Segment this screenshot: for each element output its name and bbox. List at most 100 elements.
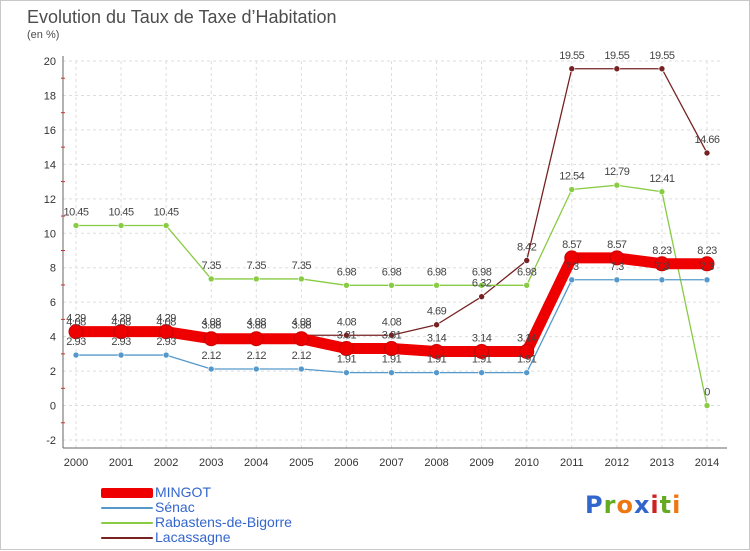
data-point	[699, 256, 715, 272]
data-label: 7.35	[247, 260, 267, 272]
data-label: 2.93	[156, 336, 176, 348]
y-unit-label: (en %)	[27, 29, 60, 41]
data-point	[388, 331, 395, 339]
data-point	[478, 281, 485, 289]
data-point	[113, 324, 129, 340]
x-tick-label: 2003	[199, 457, 223, 469]
data-label: 2.12	[292, 350, 312, 362]
data-label: 4.08	[292, 316, 312, 328]
x-tick-label: 2012	[605, 457, 629, 469]
legend-swatch	[101, 506, 153, 509]
data-point	[388, 369, 395, 376]
data-label: 19.55	[649, 50, 674, 62]
data-label: 4.69	[427, 306, 447, 318]
data-point	[343, 369, 350, 376]
data-label: 4.08	[111, 316, 131, 328]
data-label: 7.3	[655, 261, 669, 273]
data-point	[474, 343, 490, 359]
data-label: 1.91	[337, 354, 357, 366]
data-point	[433, 321, 440, 329]
data-label: 4.29	[66, 313, 86, 325]
x-tick-label: 2009	[469, 457, 493, 469]
data-label: 2.12	[247, 350, 267, 362]
data-label: 4.29	[156, 313, 176, 325]
data-label: 3.31	[337, 330, 357, 342]
data-label: 6.98	[337, 266, 357, 278]
data-label: 2.12	[202, 350, 222, 362]
data-point	[298, 275, 305, 283]
y-tick-label: 8	[50, 263, 56, 275]
x-tick-label: 2011	[560, 457, 584, 469]
legend-label: MINGOT	[155, 484, 211, 500]
data-point	[248, 331, 264, 347]
data-label: 7.35	[202, 260, 222, 272]
x-tick-label: 2001	[109, 457, 133, 469]
data-label: 2.93	[111, 336, 131, 348]
data-point	[478, 369, 485, 376]
x-tick-label: 2010	[514, 457, 538, 469]
data-label: 3.31	[382, 330, 402, 342]
y-tick-label: 20	[44, 56, 56, 68]
data-label: 3.14	[427, 332, 447, 344]
data-label: 4.08	[382, 316, 402, 328]
data-label: 4.29	[111, 313, 131, 325]
logo-letter: t	[659, 491, 673, 519]
data-label: 6.32	[472, 278, 492, 290]
data-point	[158, 324, 174, 340]
data-point	[203, 331, 219, 347]
x-tick-label: 2002	[154, 457, 178, 469]
data-point	[478, 293, 485, 300]
proxiti-logo: Proxiti	[585, 491, 681, 519]
data-point	[433, 281, 440, 289]
data-point	[343, 331, 350, 339]
legend-swatch	[101, 536, 153, 539]
y-tick-label: 10	[44, 228, 56, 240]
data-label: 8.42	[517, 241, 537, 253]
data-label: 8.23	[697, 245, 717, 257]
data-label: 12.41	[649, 173, 674, 185]
data-label: 6.98	[427, 266, 447, 278]
data-label: 1.91	[472, 354, 492, 366]
data-point	[293, 331, 309, 347]
legend-swatch	[101, 487, 153, 498]
chart-title: Evolution du Taux de Taxe d’Habitation	[27, 7, 337, 27]
data-label: 14.66	[694, 134, 719, 146]
data-label: 7.3	[610, 261, 624, 273]
logo-letter: r	[603, 491, 617, 519]
legend-item: Rabastens-de-Bigorre	[101, 515, 292, 530]
data-label: 19.55	[559, 50, 584, 62]
x-tick-label: 2000	[64, 457, 88, 469]
legend-item: Sénac	[101, 500, 292, 515]
data-point	[338, 341, 354, 357]
y-tick-label: 6	[50, 297, 56, 309]
y-tick-label: 0	[50, 401, 56, 413]
x-tick-label: 2013	[650, 457, 674, 469]
data-point	[72, 351, 80, 359]
data-label: 10.45	[109, 207, 134, 219]
y-tick-label: 4	[50, 332, 56, 344]
legend-label: Rabastens-de-Bigorre	[155, 514, 292, 530]
data-label: 2.93	[66, 336, 86, 348]
data-label: 3.88	[247, 320, 267, 332]
legend-label: Lacassagne	[155, 529, 231, 545]
data-point	[654, 256, 670, 272]
legend: MINGOT Sénac Rabastens-de-Bigorre Lacassagn…	[101, 485, 292, 545]
data-point	[523, 257, 531, 264]
data-point	[613, 181, 621, 189]
data-label: 3.88	[202, 320, 222, 332]
data-label: 10.45	[154, 207, 179, 219]
data-point	[523, 369, 531, 376]
data-point	[703, 402, 711, 409]
data-label: 4.08	[202, 316, 222, 328]
data-point	[523, 281, 531, 289]
data-label: 1.91	[427, 354, 447, 366]
data-label: 4.08	[337, 316, 357, 328]
x-tick-label: 2008	[424, 457, 448, 469]
data-label: 7.3	[565, 261, 579, 273]
data-label: 4.08	[247, 316, 267, 328]
data-point	[207, 275, 215, 283]
data-point	[568, 186, 576, 193]
data-point	[658, 276, 666, 284]
data-label: 6.98	[517, 266, 537, 278]
